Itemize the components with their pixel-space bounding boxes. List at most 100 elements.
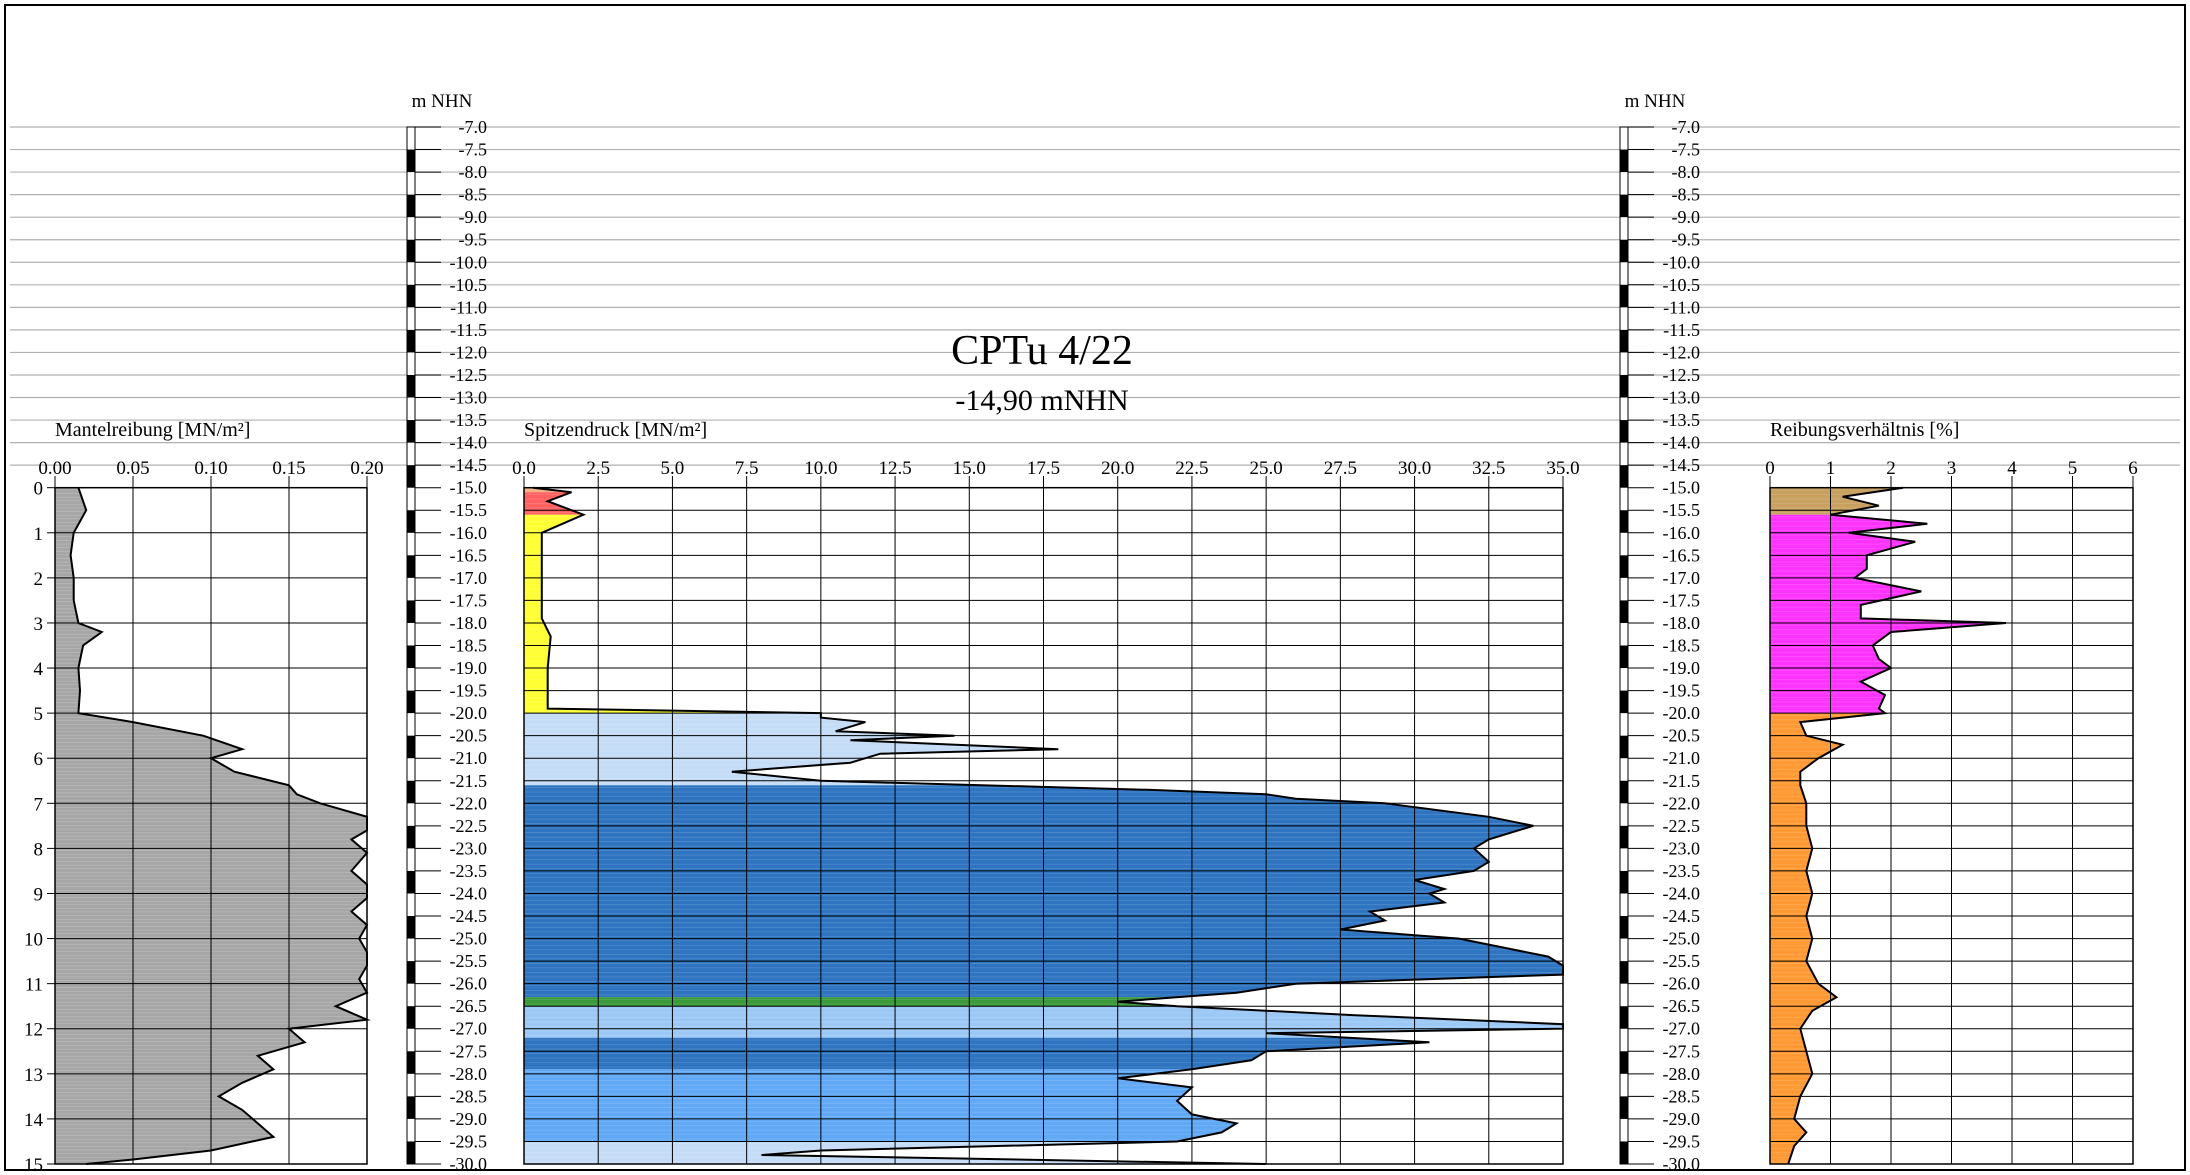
- elevation-bar-segment: [407, 1006, 415, 1029]
- elevation-tick-label: -13.0: [450, 388, 488, 408]
- elevation-scale-left: -7.0 -7.5-8.0 -8.5-9.0 -9.5-10.0 -10.5-11.0 -…: [406, 117, 488, 1174]
- elevation-bar-segment: [407, 916, 415, 939]
- elevation-tick-label: -24.5: [450, 906, 488, 926]
- elevation-axis-label-right: m NHN: [1625, 91, 1686, 112]
- y-tick-label: 5: [34, 704, 44, 725]
- elevation-tick-label: -12.0: [450, 342, 488, 362]
- elevation-tick-label: -22.0: [450, 793, 488, 813]
- elevation-tick-label: -7.5: [1672, 140, 1701, 160]
- elevation-bar-segment: [407, 194, 415, 218]
- y-tick-label: 10: [24, 930, 43, 951]
- elevation-tick-label: -15.5: [450, 500, 488, 520]
- elevation-tick-label: -29.5: [450, 1131, 488, 1151]
- elevation-tick-label: -28.0: [450, 1064, 488, 1084]
- elevation-tick-label: -20.5: [450, 726, 488, 746]
- elevation-axis-label-left: m NHN: [412, 91, 473, 112]
- y-tick-label: 3: [34, 614, 44, 635]
- elevation-tick-label: -27.0: [1663, 1019, 1701, 1039]
- elevation-tick-label: -16.0: [1663, 523, 1701, 543]
- elevation-tick-label: -19.0: [450, 658, 488, 678]
- elevation-tick-label: -27.5: [450, 1041, 488, 1061]
- x-tick-label: 0.0: [512, 458, 536, 479]
- panel-title: Spitzendruck [MN/m²]: [524, 419, 707, 441]
- elevation-tick-label: -13.0: [1663, 388, 1701, 408]
- elevation-bar-segment: [1620, 284, 1628, 308]
- elevation-bar-segment: [407, 284, 415, 308]
- elevation-bar-segment: [1620, 825, 1628, 849]
- x-tick-label: 32.5: [1472, 458, 1505, 479]
- chart-frame: [4, 4, 2186, 1171]
- elevation-bar-segment: [407, 645, 415, 669]
- y-tick-label: 13: [24, 1065, 43, 1086]
- elevation-tick-label: -30.0: [1663, 1154, 1701, 1174]
- x-tick-label: 2: [1886, 458, 1896, 479]
- elevation-tick-label: -9.0: [1672, 207, 1701, 227]
- x-tick-label: 2.5: [586, 458, 610, 479]
- elevation-tick-label: -29.5: [1663, 1131, 1701, 1151]
- elevation-tick-label: -26.0: [1663, 974, 1701, 994]
- y-tick-label: 7: [34, 794, 44, 815]
- x-tick-label: 12.5: [878, 458, 911, 479]
- elevation-tick-label: -19.0: [1663, 658, 1701, 678]
- elevation-tick-label: -9.0: [459, 207, 488, 227]
- elevation-bar-segment: [1620, 374, 1628, 398]
- elevation-tick-label: -16.5: [450, 545, 488, 565]
- elevation-tick-label: -10.0: [450, 252, 488, 272]
- elevation-bar-segment: [407, 1141, 415, 1164]
- y-tick-label: 12: [24, 1020, 43, 1041]
- elevation-bar-segment: [407, 780, 415, 804]
- elevation-tick-label: -27.5: [1663, 1041, 1701, 1061]
- elevation-tick-label: -22.5: [450, 816, 488, 836]
- elevation-bar-segment: [407, 329, 415, 353]
- elevation-tick-label: -20.5: [1663, 726, 1701, 746]
- x-tick-label: 35.0: [1546, 458, 1579, 479]
- elevation-tick-label: -17.0: [1663, 568, 1701, 588]
- elevation-tick-label: -15.0: [1663, 478, 1701, 498]
- x-tick-label: 3: [1947, 458, 1957, 479]
- elevation-bar-segment: [407, 735, 415, 759]
- mantelreibung-line: [69, 487, 371, 1165]
- elevation-bar-segment: [1620, 555, 1628, 578]
- y-tick-label: 2: [34, 569, 44, 590]
- elevation-tick-label: -17.5: [1663, 590, 1701, 610]
- elevation-tick-label: -22.0: [1663, 793, 1701, 813]
- elevation-tick-label: -26.5: [450, 996, 488, 1016]
- elevation-bar-segment: [1620, 1006, 1628, 1029]
- elevation-bar-segment: [407, 510, 415, 533]
- x-tick-label: 5.0: [661, 458, 685, 479]
- elevation-bar-segment: [1620, 239, 1628, 263]
- reibungsverhaeltnis-panel: Reibungsverhältnis [%] 0 1 2 3 4 5 6: [1765, 419, 2138, 1165]
- elevation-tick-label: -23.5: [450, 861, 488, 881]
- elevation-tick-label: -18.0: [1663, 613, 1701, 633]
- elevation-tick-label: -12.5: [1663, 365, 1701, 385]
- elevation-tick-label: -28.5: [450, 1086, 488, 1106]
- elevation-tick-label: -25.5: [450, 951, 488, 971]
- elevation-bar-segment: [407, 420, 415, 443]
- chart-subtitle: -14,90 mNHN: [955, 384, 1128, 417]
- y-tick-label: 14: [24, 1110, 44, 1131]
- elevation-tick-label: -14.0: [450, 433, 488, 453]
- elevation-tick-label: -8.0: [1672, 162, 1701, 182]
- elevation-bar-segment: [1620, 194, 1628, 218]
- elevation-tick-label: -8.0: [459, 162, 488, 182]
- elevation-bar-segment: [1620, 916, 1628, 939]
- elevation-tick-label: -7.5: [459, 140, 488, 160]
- elevation-bar-segment: [1620, 780, 1628, 804]
- elevation-tick-label: -28.5: [1663, 1086, 1701, 1106]
- elevation-tick-label: -20.0: [1663, 703, 1701, 723]
- y-tick-label: 1: [34, 524, 44, 545]
- panel-title: Mantelreibung [MN/m²]: [55, 419, 250, 441]
- elevation-tick-label: -21.0: [1663, 748, 1701, 768]
- x-tick-label: 15.0: [953, 458, 986, 479]
- elevation-bar-segment: [1620, 1096, 1628, 1119]
- mantelreibung-panel: Mantelreibung [MN/m²] 0.00 0.05 0.10 0.15 0.2…: [24, 419, 384, 1175]
- y-tick-label: 9: [34, 884, 44, 905]
- elevation-bar-segment: [407, 961, 415, 984]
- panel-title: Reibungsverhältnis [%]: [1770, 419, 1959, 441]
- elevation-tick-label: -25.0: [1663, 929, 1701, 949]
- elevation-bar-segment: [407, 825, 415, 849]
- elevation-bar-segment: [1620, 329, 1628, 353]
- elevation-bar-segment: [1620, 510, 1628, 533]
- elevation-tick-label: -19.5: [450, 681, 488, 701]
